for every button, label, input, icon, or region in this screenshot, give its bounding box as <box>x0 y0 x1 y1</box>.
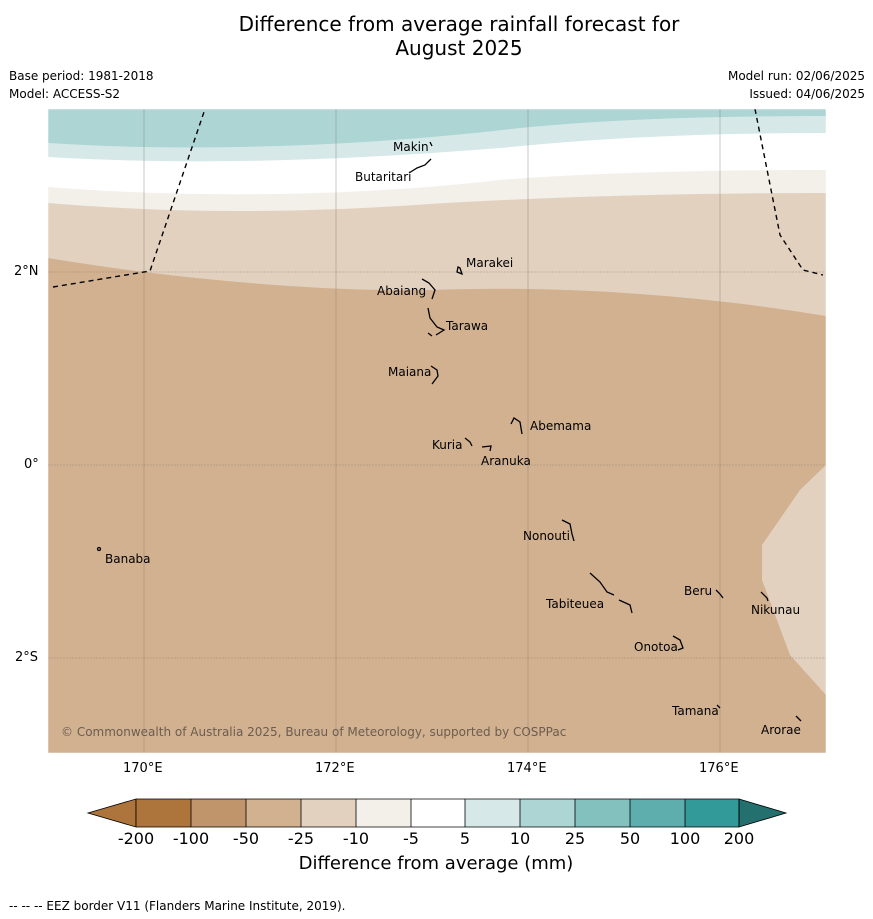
colorbar-swatch <box>246 799 301 827</box>
island-label-nonouti: Nonouti <box>523 529 570 543</box>
colorbar-swatch <box>685 799 739 827</box>
lat-label-2s: 2°S <box>15 650 39 665</box>
colorbar-tick: -25 <box>287 829 315 848</box>
title-line-1: Difference from average rainfall forecas… <box>238 12 680 36</box>
island-shape-kuria <box>464 437 473 447</box>
island-shape-banaba <box>96 546 102 552</box>
island-label-butaritari: Butaritari <box>355 170 412 184</box>
colorbar-extend-low <box>86 798 137 828</box>
island-label-kuria: Kuria <box>432 438 463 452</box>
colorbar-tick: -100 <box>172 829 210 848</box>
island-shape-onotoa <box>672 635 684 651</box>
eez-legend-note: -- -- -- EEZ border V11 (Flanders Marine… <box>9 899 346 913</box>
colorbar-title: Difference from average (mm) <box>298 853 574 874</box>
colorbar-tick: -200 <box>117 829 155 848</box>
colorbar-swatch <box>191 799 246 827</box>
lon-label-172e: 172°E <box>315 761 355 776</box>
rainfall-field <box>48 109 826 753</box>
colorbar-swatch <box>136 799 191 827</box>
island-label-maiana: Maiana <box>388 365 431 379</box>
colorbar-tick: 10 <box>509 829 531 848</box>
map-title: Difference from average rainfall forecas… <box>0 12 873 60</box>
island-shape-abemama <box>510 417 523 435</box>
lon-label-170e: 170°E <box>123 761 163 776</box>
eez-border <box>52 108 824 288</box>
colorbar-tick: -10 <box>342 829 370 848</box>
island-shape-tabiteuea <box>589 572 633 614</box>
title-line-2: August 2025 <box>395 36 523 60</box>
island-label-arorae: Arorae <box>761 723 801 737</box>
map-frame <box>47 108 827 754</box>
band-10-25 <box>48 109 826 148</box>
island-shape-maiana <box>430 365 439 385</box>
colorbar-tick: 100 <box>669 829 701 848</box>
island-shape-beru <box>715 589 724 599</box>
island-shape-nonouti <box>561 519 575 542</box>
island-shape-nikunau <box>760 591 769 602</box>
meta-left: Base period: 1981-2018 Model: ACCESS-S2 <box>9 69 154 105</box>
island-label-abaiang: Abaiang <box>377 284 426 298</box>
lat-label-2n: 2°N <box>14 264 39 279</box>
island-shape-marakei <box>456 266 464 276</box>
island-label-tarawa: Tarawa <box>445 319 488 333</box>
island-label-onotoa: Onotoa <box>634 640 678 654</box>
colorbar-swatch <box>301 799 356 827</box>
colorbar-swatch <box>520 799 575 827</box>
colorbar-swatch <box>575 799 630 827</box>
gridlines <box>48 109 826 753</box>
colorbar-tick: 50 <box>619 829 641 848</box>
island-shape-aranuka <box>481 445 492 452</box>
island-label-tamana: Tamana <box>671 704 719 718</box>
island-labels: Makin Butaritari Marakei Abaiang Tarawa … <box>105 140 801 737</box>
colorbar-swatch <box>630 799 685 827</box>
island-label-beru: Beru <box>684 584 712 598</box>
colorbar-tick: 5 <box>459 829 471 848</box>
colorbar-swatch <box>356 799 411 827</box>
colorbar-swatch <box>411 799 465 827</box>
island-shape-tamana <box>716 704 721 709</box>
colorbar-tick: 200 <box>723 829 755 848</box>
lat-label-0: 0° <box>24 457 39 472</box>
island-label-abemama: Abemama <box>530 419 591 433</box>
island-outlines <box>96 141 802 722</box>
island-shape-arorae <box>795 715 802 722</box>
colorbar <box>86 798 788 828</box>
island-label-nikunau: Nikunau <box>751 603 800 617</box>
copyright-text: © Commonwealth of Australia 2025, Bureau… <box>61 725 566 739</box>
lon-label-174e: 174°E <box>507 761 547 776</box>
island-shape-abaiang <box>421 278 436 300</box>
band-se-neg25-neg10 <box>762 465 826 695</box>
island-label-marakei: Marakei <box>466 256 513 270</box>
island-shape-tarawa <box>427 307 446 336</box>
island-label-banaba: Banaba <box>105 552 151 566</box>
colorbar-tick: -50 <box>232 829 260 848</box>
island-shape-butaritari <box>408 158 432 174</box>
base-period: Base period: 1981-2018 <box>9 69 154 83</box>
colorbar-tick: 25 <box>564 829 586 848</box>
meta-right: Model run: 02/06/2025 Issued: 04/06/2025 <box>728 69 865 105</box>
colorbar-swatch <box>465 799 520 827</box>
model-name: Model: ACCESS-S2 <box>9 87 121 101</box>
issued-date: Issued: 04/06/2025 <box>749 87 865 101</box>
lon-label-176e: 176°E <box>699 761 739 776</box>
island-label-makin: Makin <box>393 140 429 154</box>
island-shape-makin <box>429 141 433 147</box>
island-label-aranuka: Aranuka <box>481 454 531 468</box>
colorbar-tick: -5 <box>403 829 419 848</box>
island-shape-tarawa-2 <box>427 332 433 337</box>
island-label-tabiteuea: Tabiteuea <box>545 597 604 611</box>
colorbar-extend-high <box>738 798 788 828</box>
model-run: Model run: 02/06/2025 <box>727 69 865 83</box>
